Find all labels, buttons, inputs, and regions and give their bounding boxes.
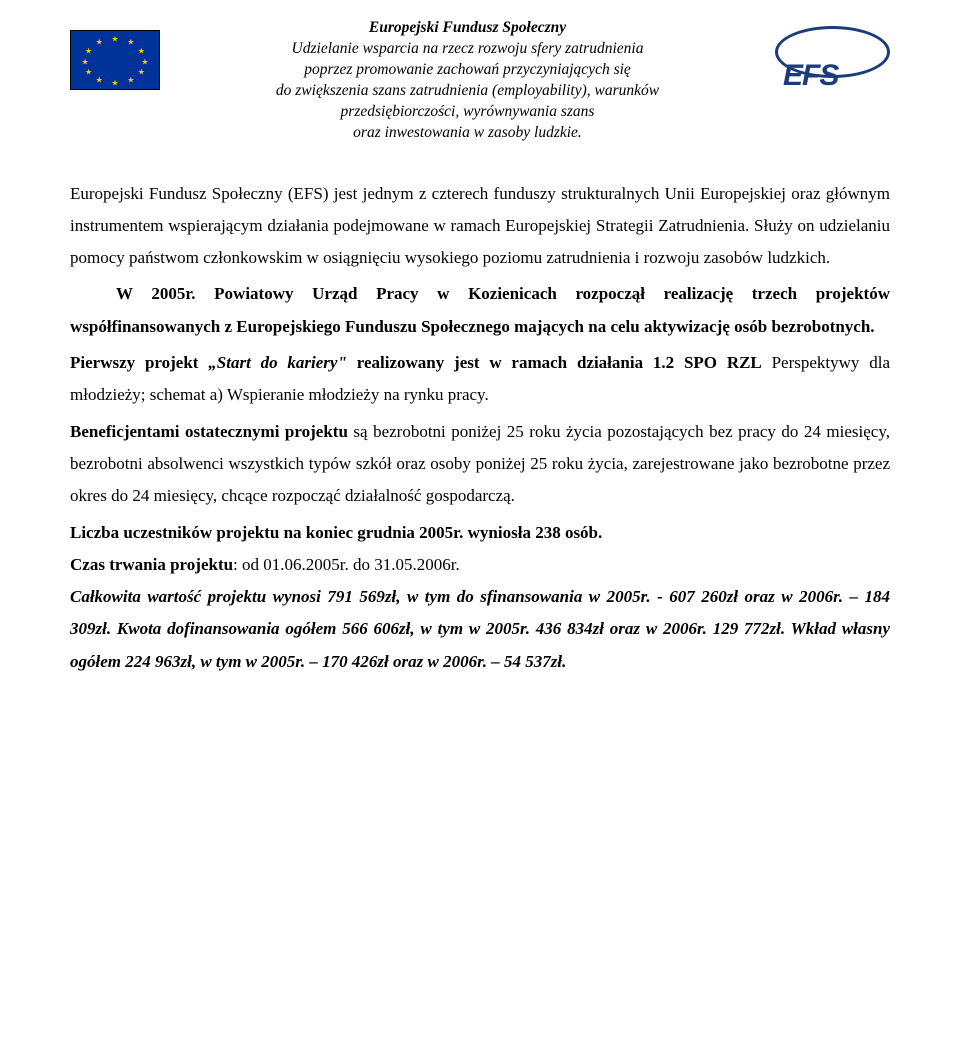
paragraph-4: Beneficjentami ostatecznymi projektu są … bbox=[70, 416, 890, 513]
paragraph-2: W 2005r. Powiatowy Urząd Pracy w Kozieni… bbox=[70, 278, 890, 343]
header-title: Europejski Fundusz Społeczny bbox=[174, 18, 761, 39]
p7-lead: Całkowita wartość projektu wynosi 791 56… bbox=[70, 587, 651, 606]
header-line-4: przedsiębiorczości, wyrównywania szans bbox=[174, 102, 761, 123]
p6-rest: : od 01.06.2005r. do 31.05.2006r. bbox=[233, 555, 460, 574]
p6-lead: Czas trwania projektu bbox=[70, 555, 233, 574]
eu-stars: ★ ★ ★ ★ ★ ★ ★ ★ ★ ★ ★ ★ bbox=[71, 31, 159, 89]
p3-tail: realizowany jest w ramach działania 1.2 … bbox=[347, 353, 762, 372]
paragraph-5: Liczba uczestników projektu na koniec gr… bbox=[70, 517, 890, 549]
p3-lead: Pierwszy projekt bbox=[70, 353, 208, 372]
p4-lead: Beneficjentami ostatecznymi projektu bbox=[70, 422, 353, 441]
paragraph-6: Czas trwania projektu: od 01.06.2005r. d… bbox=[70, 549, 890, 581]
paragraph-3: Pierwszy projekt „Start do kariery" real… bbox=[70, 347, 890, 412]
document-body: Europejski Fundusz Społeczny (EFS) jest … bbox=[70, 178, 890, 678]
efs-logo-icon: EFS bbox=[775, 26, 890, 98]
paragraph-7: Całkowita wartość projektu wynosi 791 56… bbox=[70, 581, 890, 678]
document-header: ★ ★ ★ ★ ★ ★ ★ ★ ★ ★ ★ ★ Europejski Fundu… bbox=[70, 18, 890, 144]
header-text-block: Europejski Fundusz Społeczny Udzielanie … bbox=[174, 18, 761, 144]
eu-flag-icon: ★ ★ ★ ★ ★ ★ ★ ★ ★ ★ ★ ★ bbox=[70, 30, 160, 90]
efs-logo-text: EFS bbox=[783, 52, 838, 100]
header-line-2: poprzez promowanie zachowań przyczyniają… bbox=[174, 60, 761, 81]
p3-project-name: „Start do kariery" bbox=[208, 353, 347, 372]
header-line-5: oraz inwestowania w zasoby ludzkie. bbox=[174, 123, 761, 144]
paragraph-1: Europejski Fundusz Społeczny (EFS) jest … bbox=[70, 178, 890, 275]
header-line-1: Udzielanie wsparcia na rzecz rozwoju sfe… bbox=[174, 39, 761, 60]
header-line-3: do zwiększenia szans zatrudnienia (emplo… bbox=[174, 81, 761, 102]
